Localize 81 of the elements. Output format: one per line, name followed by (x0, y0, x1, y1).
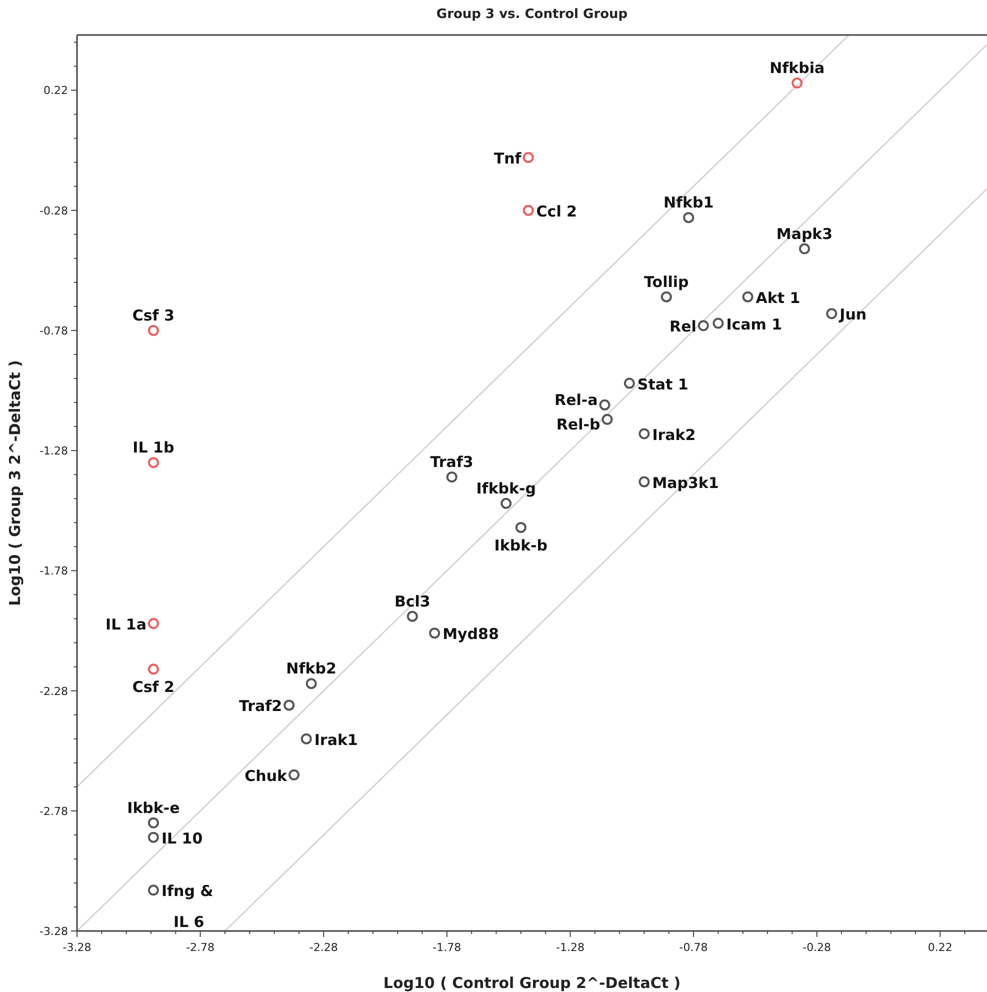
point (148, 457, 159, 468)
y-tick-label: -0.78 (40, 324, 68, 338)
point (712, 318, 724, 329)
annotation: Map3k1 (652, 474, 719, 492)
point (284, 700, 295, 711)
point (148, 618, 159, 630)
y-tick-label: -2.78 (40, 804, 68, 818)
point (624, 378, 635, 389)
annotation: Nfkb1 (663, 194, 714, 212)
point (742, 291, 754, 302)
annotation: Ikbk-e (127, 798, 180, 817)
annotation: Nfkbia (770, 59, 825, 78)
annotation: Csf 2 (132, 678, 175, 696)
x-tick-label: -2.78 (186, 941, 215, 954)
annotation: Rel-b (556, 415, 600, 434)
point (683, 212, 694, 224)
point (148, 832, 159, 843)
point (148, 817, 159, 828)
annotation: Icam 1 (726, 315, 782, 334)
x-tick-label: -3.28 (62, 941, 92, 954)
annotation: Traf3 (430, 452, 474, 471)
annotation: IL 1a (106, 616, 146, 634)
point (446, 471, 458, 482)
y-axis-title: Log10 ( Group 3 2^-DeltaCt ) (6, 360, 24, 606)
point (599, 399, 610, 410)
point (522, 152, 534, 164)
point (638, 428, 650, 440)
annotation: Stat 1 (637, 375, 688, 394)
point (602, 414, 613, 425)
annotation: Ifng & IL 6 (161, 882, 214, 932)
point (300, 733, 312, 744)
annotation: Irak1 (314, 730, 358, 749)
annotation: Ikbk-b (494, 536, 548, 554)
annotation: Akt 1 (756, 288, 800, 307)
annotation: Traf2 (239, 697, 282, 716)
annotation: Tollip (644, 272, 690, 291)
x-tick-label: -0.78 (679, 941, 708, 954)
point (515, 522, 526, 533)
point (148, 884, 159, 896)
y-tick-label: -1.28 (40, 444, 68, 458)
chart-title: Group 3 vs. Control Group (436, 7, 628, 22)
annotation: Bcl3 (394, 592, 430, 610)
x-tick-label: -2.28 (309, 941, 338, 954)
y-tick-label: -2.28 (40, 684, 68, 698)
annotation: Rel (670, 318, 696, 336)
point (698, 320, 709, 332)
annotation: IL 1b (132, 438, 174, 457)
x-tick-label: 0.22 (928, 941, 952, 954)
point (148, 664, 159, 675)
annotation: Mapk3 (776, 224, 833, 243)
annotation: Nfkb2 (286, 660, 336, 678)
y-tick-label: -0.28 (40, 204, 68, 218)
point (148, 324, 159, 336)
point (288, 769, 300, 780)
point (406, 610, 418, 622)
point (660, 291, 672, 302)
annotation: Jun (838, 306, 867, 324)
annotation: Ifkbk-g (476, 479, 536, 498)
x-tick-label: -1.78 (432, 941, 462, 954)
x-tick-label: -0.28 (802, 941, 832, 954)
x-tick-label: -1.28 (556, 941, 584, 954)
annotation: IL 10 (161, 829, 203, 848)
annotation: Chuk (244, 766, 288, 785)
point (522, 204, 534, 216)
annotation: Ccl 2 (536, 202, 578, 220)
point (638, 476, 650, 488)
y-tick-label: -3.28 (40, 925, 68, 938)
y-tick-label: 0.22 (44, 84, 68, 98)
point (306, 678, 317, 690)
annotation: Myd88 (442, 625, 499, 644)
annotation: Tnf (494, 150, 522, 168)
point (500, 498, 512, 509)
annotation: Csf 3 (132, 306, 175, 324)
annotation: Rel-a (554, 390, 598, 409)
y-tick-label: -1.78 (40, 564, 68, 578)
point (826, 308, 838, 320)
point (792, 78, 803, 89)
point (799, 243, 810, 254)
point (429, 628, 440, 639)
annotation: Irak2 (652, 426, 696, 444)
x-axis-title: Log10 ( Control Group 2^-DeltaCt ) (383, 974, 681, 992)
